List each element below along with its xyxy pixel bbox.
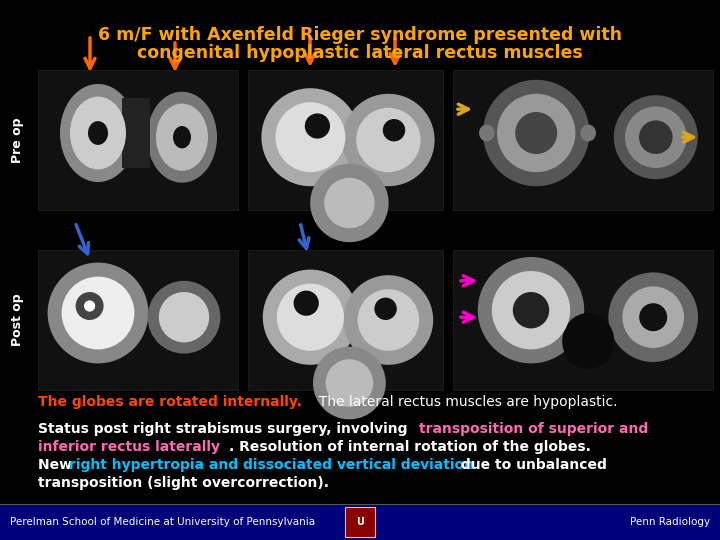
Text: Pre op: Pre op bbox=[12, 117, 24, 163]
Bar bbox=[38, 250, 238, 390]
Bar bbox=[122, 98, 150, 168]
Text: inferior rectus laterally: inferior rectus laterally bbox=[38, 440, 220, 454]
Circle shape bbox=[48, 262, 148, 363]
Text: congenital hypoplastic lateral rectus muscles: congenital hypoplastic lateral rectus mu… bbox=[137, 44, 583, 62]
Text: U: U bbox=[356, 517, 364, 527]
Circle shape bbox=[374, 298, 397, 320]
Text: Status post right strabismus surgery, involving: Status post right strabismus surgery, in… bbox=[38, 422, 413, 436]
Bar bbox=[0, 504, 720, 540]
Circle shape bbox=[76, 292, 104, 320]
Circle shape bbox=[483, 80, 590, 186]
Text: Post op: Post op bbox=[12, 294, 24, 346]
Text: . Resolution of internal rotation of the globes.: . Resolution of internal rotation of the… bbox=[229, 440, 591, 454]
Circle shape bbox=[497, 94, 575, 172]
Text: right hypertropia and dissociated vertical deviation: right hypertropia and dissociated vertic… bbox=[69, 458, 474, 472]
Circle shape bbox=[613, 95, 698, 179]
Ellipse shape bbox=[60, 84, 136, 182]
Ellipse shape bbox=[580, 125, 596, 141]
Circle shape bbox=[358, 289, 419, 351]
Circle shape bbox=[516, 112, 557, 154]
Text: transposition of superior and: transposition of superior and bbox=[419, 422, 648, 436]
Bar bbox=[38, 70, 238, 210]
Bar bbox=[453, 70, 713, 210]
Bar bbox=[248, 70, 443, 210]
Circle shape bbox=[305, 113, 330, 139]
Circle shape bbox=[84, 300, 95, 312]
Circle shape bbox=[639, 303, 667, 331]
Ellipse shape bbox=[156, 104, 208, 171]
Text: 6 m/F with Axenfeld Rieger syndrome presented with: 6 m/F with Axenfeld Rieger syndrome pres… bbox=[98, 26, 622, 44]
Circle shape bbox=[62, 276, 135, 349]
Circle shape bbox=[622, 286, 684, 348]
Circle shape bbox=[313, 347, 386, 420]
Circle shape bbox=[325, 359, 373, 407]
Text: New: New bbox=[38, 458, 77, 472]
Text: Penn Radiology: Penn Radiology bbox=[630, 517, 710, 527]
Circle shape bbox=[513, 292, 549, 328]
Circle shape bbox=[276, 284, 344, 351]
Ellipse shape bbox=[479, 125, 495, 141]
Circle shape bbox=[608, 272, 698, 362]
Circle shape bbox=[625, 106, 687, 168]
Bar bbox=[345, 507, 375, 537]
Ellipse shape bbox=[88, 121, 108, 145]
Circle shape bbox=[159, 292, 210, 342]
Circle shape bbox=[343, 275, 433, 365]
Circle shape bbox=[324, 178, 374, 228]
Circle shape bbox=[263, 269, 358, 365]
Circle shape bbox=[342, 94, 435, 186]
Text: due to unbalanced: due to unbalanced bbox=[456, 458, 607, 472]
Bar bbox=[248, 250, 443, 390]
Circle shape bbox=[639, 120, 672, 154]
Circle shape bbox=[294, 291, 319, 316]
Circle shape bbox=[275, 102, 346, 172]
Text: The lateral rectus muscles are hypoplastic.: The lateral rectus muscles are hypoplast… bbox=[310, 395, 618, 409]
Circle shape bbox=[383, 119, 405, 141]
Circle shape bbox=[148, 281, 220, 354]
Circle shape bbox=[310, 164, 389, 242]
Ellipse shape bbox=[70, 97, 126, 170]
Ellipse shape bbox=[173, 126, 191, 148]
Text: transposition (slight overcorrection).: transposition (slight overcorrection). bbox=[38, 476, 329, 490]
Circle shape bbox=[261, 88, 359, 186]
Text: The globes are rotated internally.: The globes are rotated internally. bbox=[38, 395, 302, 409]
Bar bbox=[453, 250, 713, 390]
Ellipse shape bbox=[562, 313, 614, 369]
Circle shape bbox=[492, 271, 570, 349]
Text: Perelman School of Medicine at University of Pennsylvania: Perelman School of Medicine at Universit… bbox=[10, 517, 315, 527]
Ellipse shape bbox=[147, 92, 217, 183]
Circle shape bbox=[356, 108, 420, 172]
Circle shape bbox=[478, 257, 584, 363]
